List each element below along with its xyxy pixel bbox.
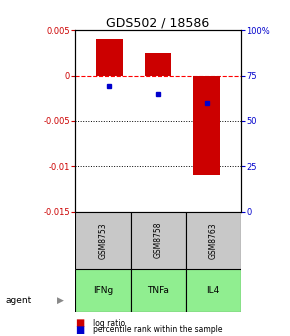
Text: percentile rank within the sample: percentile rank within the sample [93, 326, 222, 334]
Bar [186, 269, 241, 312]
Text: ▶: ▶ [57, 296, 64, 305]
Text: ■: ■ [75, 325, 85, 335]
Text: GSM8753: GSM8753 [98, 222, 108, 259]
Text: ■: ■ [75, 318, 85, 328]
Bar [186, 212, 241, 269]
Bar [75, 212, 130, 269]
Text: agent: agent [6, 296, 32, 305]
Bar [145, 53, 171, 76]
Bar [75, 269, 130, 312]
Bar [193, 76, 220, 175]
Text: IFNg: IFNg [93, 286, 113, 295]
Bar [130, 212, 186, 269]
Text: GSM8763: GSM8763 [209, 222, 218, 259]
Title: GDS502 / 18586: GDS502 / 18586 [106, 16, 210, 29]
Bar [130, 269, 186, 312]
Bar [96, 39, 123, 76]
Text: log ratio: log ratio [93, 319, 125, 328]
Text: IL4: IL4 [206, 286, 220, 295]
Text: GSM8758: GSM8758 [153, 222, 163, 258]
Text: TNFa: TNFa [147, 286, 169, 295]
